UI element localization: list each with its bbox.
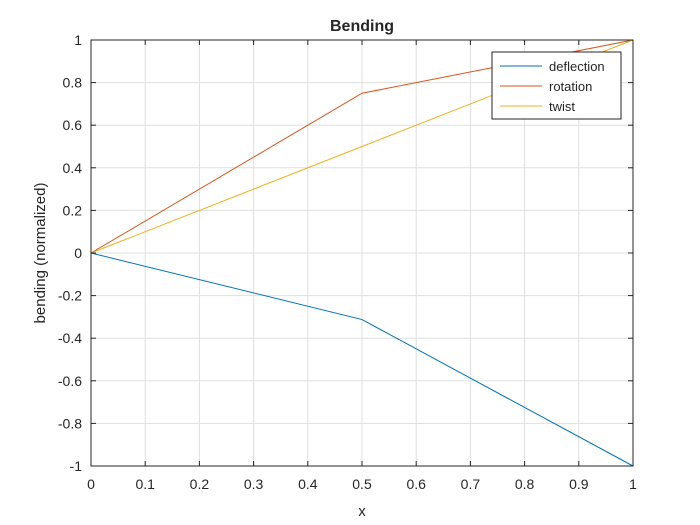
y-tick-label: 0: [74, 245, 82, 261]
y-tick-label: -0.6: [58, 373, 82, 389]
x-tick-label: 0.6: [406, 476, 426, 492]
legend-label-deflection: deflection: [549, 59, 605, 74]
x-tick-label: 1: [629, 476, 637, 492]
x-tick-label: 0.2: [190, 476, 210, 492]
y-tick-label: 0.8: [63, 75, 83, 91]
x-tick-label: 0.7: [461, 476, 481, 492]
y-tick-label: -0.8: [58, 415, 82, 431]
x-tick-label: 0.8: [515, 476, 535, 492]
x-tick-label: 0: [87, 476, 95, 492]
y-tick-label: 0.4: [63, 160, 83, 176]
y-tick-label: -0.4: [58, 330, 82, 346]
x-tick-label: 0.1: [135, 476, 155, 492]
y-axis-label: bending (normalized): [32, 183, 49, 324]
y-tick-label: 0.6: [63, 117, 83, 133]
x-tick-label: 0.3: [244, 476, 264, 492]
x-axis-label: x: [358, 503, 366, 520]
tick-labels: 0 0.1 0.2 0.3 0.4 0.5 0.6 0.7 0.8 0.9 1 -1 -0.8 -0.6 -…: [58, 32, 637, 492]
y-tick-label: -0.2: [58, 288, 82, 304]
legend-label-rotation: rotation: [549, 79, 592, 94]
y-tick-label: -1: [70, 458, 83, 474]
ticks: [90, 39, 634, 467]
y-tick-label: 0.2: [63, 202, 83, 218]
x-tick-label: 0.4: [298, 476, 318, 492]
chart-title: Bending: [330, 18, 394, 35]
x-tick-label: 0.5: [352, 476, 372, 492]
legend-label-twist: twist: [549, 99, 575, 114]
legend: deflection rotation twist: [491, 51, 622, 120]
x-tick-label: 0.9: [569, 476, 589, 492]
y-tick-label: 1: [74, 32, 82, 48]
series-line-deflection: [90, 252, 634, 467]
